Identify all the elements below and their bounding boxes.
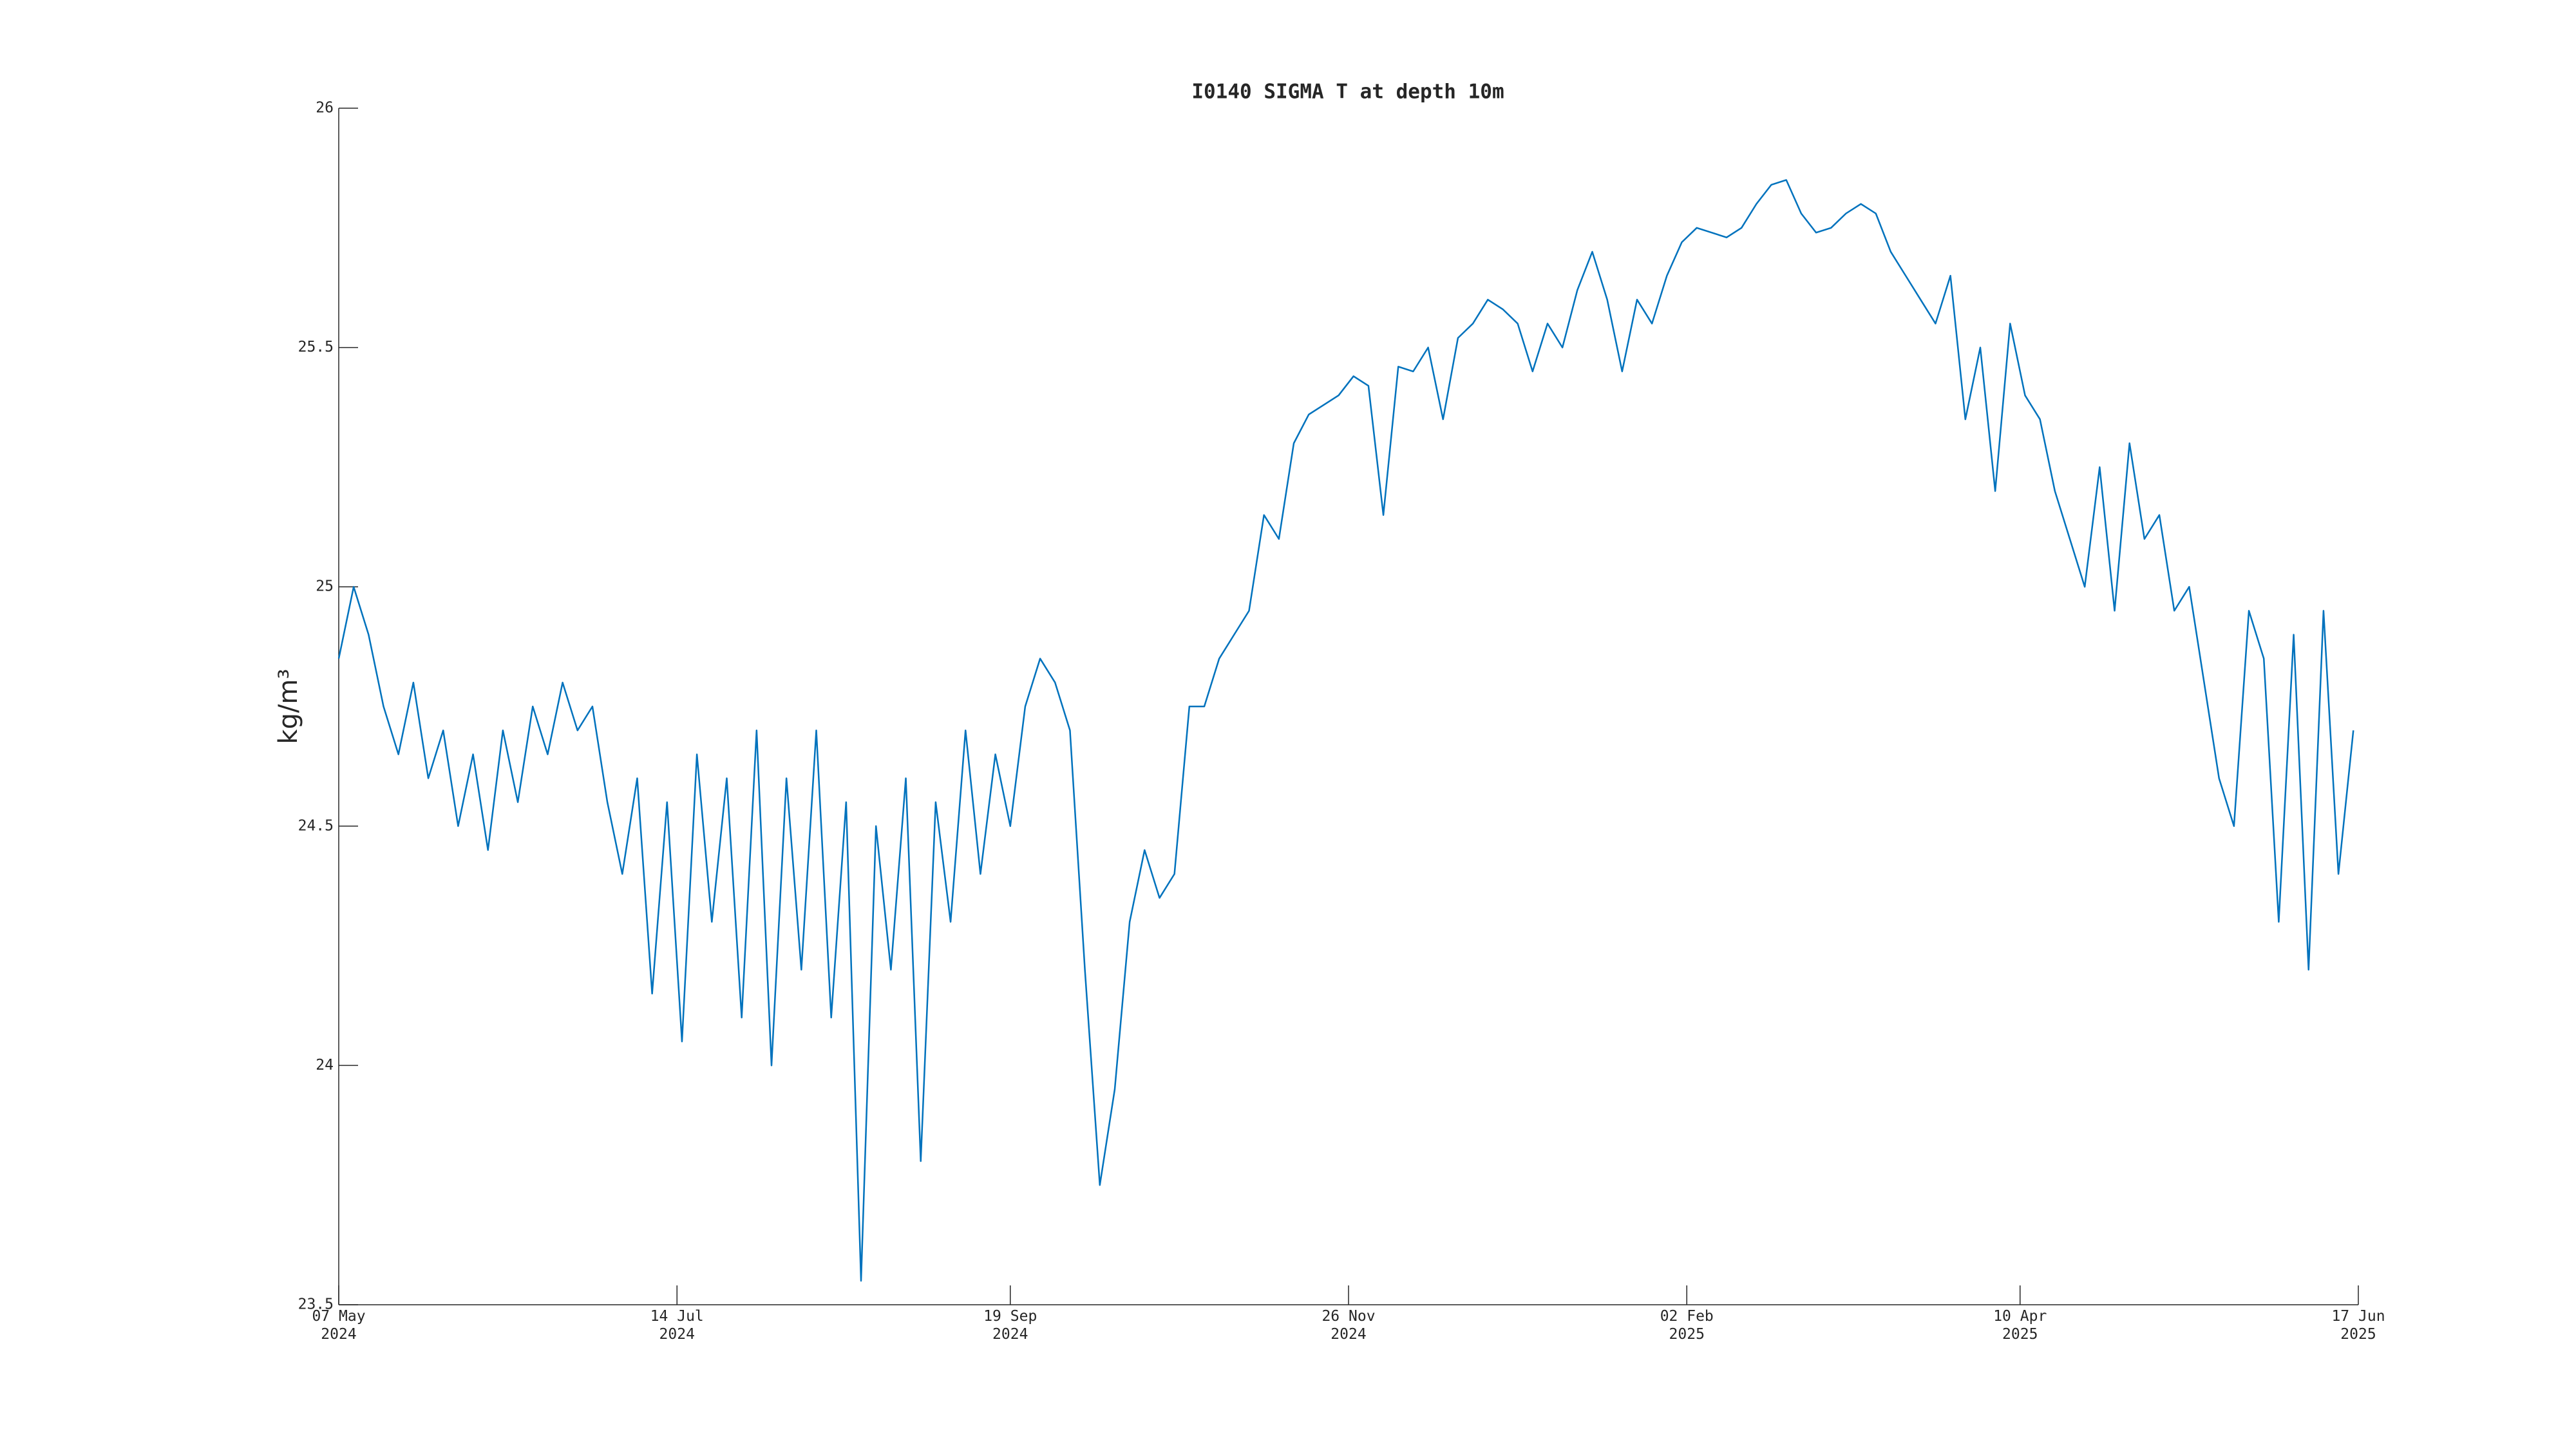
x-tick-label: 17 Jun 2025	[2331, 1308, 2385, 1343]
chart-title: I0140 SIGMA T at depth 10m	[1191, 80, 1504, 104]
x-tick-label: 02 Feb 2025	[1660, 1308, 1714, 1343]
y-tick-label: 26	[316, 100, 334, 117]
x-tick-label: 07 May 2024	[312, 1308, 366, 1343]
x-tick-label: 14 Jul 2024	[650, 1308, 704, 1343]
x-tick-label: 19 Sep 2024	[983, 1308, 1037, 1343]
x-tick-label: 10 Apr 2025	[1993, 1308, 2047, 1343]
data-line	[337, 179, 2354, 1282]
y-tick-label: 24	[316, 1057, 334, 1074]
y-tick-label: 23.5	[298, 1296, 334, 1313]
y-tick-label: 24.5	[298, 817, 334, 834]
y-tick-label: 25	[316, 578, 334, 595]
y-axis-label: kg/m³	[274, 668, 303, 744]
x-tick-label: 26 Nov 2024	[1321, 1308, 1376, 1343]
y-tick-label: 25.5	[298, 339, 334, 355]
